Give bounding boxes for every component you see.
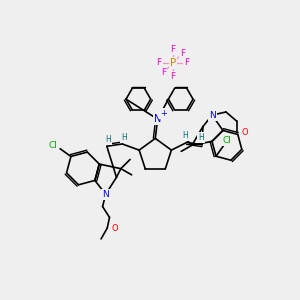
Text: O: O (112, 224, 118, 233)
Text: F: F (170, 72, 175, 81)
Text: N: N (154, 114, 161, 124)
Text: +: + (160, 109, 167, 118)
Text: H: H (121, 133, 127, 142)
Text: F: F (161, 68, 166, 77)
Text: F: F (170, 45, 175, 54)
Text: P: P (170, 58, 176, 68)
Text: Cl: Cl (48, 141, 57, 150)
Text: N: N (102, 190, 109, 199)
Text: +: + (160, 109, 167, 118)
Text: F: F (161, 68, 166, 77)
Text: N: N (209, 111, 215, 120)
Text: O: O (112, 224, 118, 233)
Text: N: N (209, 111, 215, 120)
Text: H: H (106, 135, 111, 144)
Text: O: O (241, 128, 248, 136)
Text: Cl: Cl (222, 136, 231, 145)
Text: N: N (102, 190, 109, 199)
Text: F: F (184, 58, 189, 68)
Text: F: F (184, 58, 189, 68)
Text: N: N (154, 114, 161, 124)
Text: H: H (182, 131, 188, 140)
Text: F: F (170, 45, 175, 54)
Text: F: F (180, 49, 185, 58)
Text: P: P (170, 58, 176, 68)
Text: F: F (180, 49, 185, 58)
Text: Cl: Cl (48, 141, 57, 150)
Text: F: F (170, 72, 175, 81)
Text: O: O (241, 128, 248, 136)
Text: F: F (157, 58, 162, 68)
Text: F: F (157, 58, 162, 68)
Text: Cl: Cl (222, 136, 231, 145)
Text: P: P (170, 58, 176, 68)
Text: H: H (198, 133, 203, 142)
